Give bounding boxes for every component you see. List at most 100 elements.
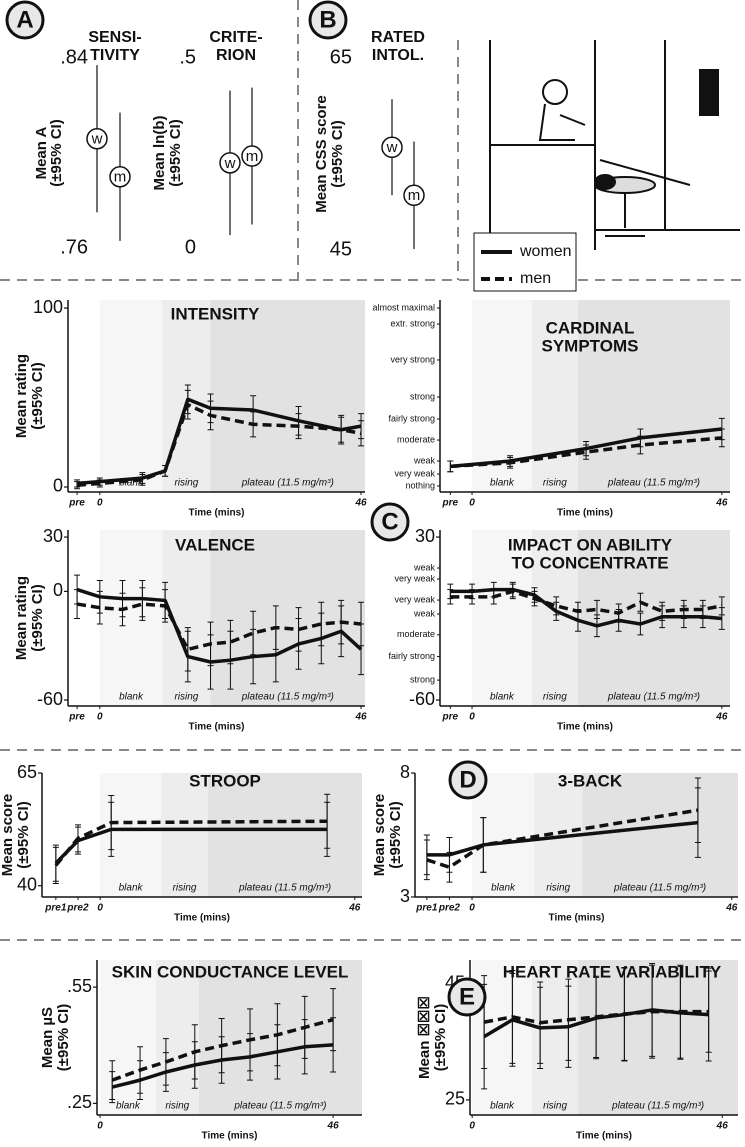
region-label: rising	[543, 692, 567, 703]
y-tick-label: 8	[400, 762, 410, 782]
y-axis-label: Mean CSS score	[313, 95, 330, 213]
y-category-label: fairly strong	[388, 413, 435, 423]
panel-badge	[447, 977, 487, 1017]
x-tick-label: pre	[68, 498, 85, 509]
x-axis-label: Time (mins)	[202, 1131, 258, 1142]
y-tick-label: .84	[60, 46, 88, 68]
chart-title: HEART RATE VARIABILITY	[503, 962, 722, 981]
y-category-label: strong	[410, 674, 435, 684]
x-tick-label: pre	[68, 712, 85, 723]
y-tick-label: 0	[53, 580, 63, 600]
series-line	[76, 587, 363, 664]
chart-title: INTENSITY	[171, 304, 260, 323]
chart-title: STROOP	[189, 771, 261, 790]
region	[99, 530, 163, 706]
region-label: plateau (11.5 mg/m³)	[241, 478, 334, 489]
marker-label: w	[386, 139, 398, 156]
marker	[219, 152, 241, 174]
region	[161, 773, 209, 897]
region	[155, 960, 199, 1115]
chart-title: IMPACT ON ABILITY	[508, 535, 673, 554]
y-axis-label: Mean µS	[39, 1007, 56, 1068]
marker-label: w	[224, 155, 236, 172]
series-line	[76, 402, 362, 487]
x-tick-label: pre1	[44, 903, 67, 914]
separators	[0, 0, 745, 941]
region	[100, 773, 162, 897]
region-label: rising	[546, 883, 570, 894]
panel-badge	[448, 760, 488, 800]
marker-label: m	[114, 169, 127, 186]
region-label: blank	[119, 692, 144, 703]
y-tick-label: .5	[179, 46, 196, 68]
illustration	[489, 40, 740, 250]
series-line	[54, 819, 328, 867]
y-tick-label: -60	[409, 689, 435, 709]
x-axis-label: Time (mins)	[557, 722, 613, 733]
x-axis-label: Time (mins)	[189, 722, 245, 733]
x-tick-label: 46	[715, 712, 728, 723]
y-axis-label: (±95% CI)	[48, 119, 65, 186]
region-label: rising	[543, 1101, 567, 1112]
y-category-label: weak	[413, 608, 436, 618]
panel-label: A	[16, 6, 33, 33]
series-line	[483, 1009, 709, 1025]
y-tick-label: 100	[33, 297, 63, 317]
y-axis-label: Mean score	[0, 794, 16, 877]
series-line	[426, 820, 699, 857]
x-tick-label: 0	[97, 1121, 103, 1132]
chart-title: SENSI-	[88, 29, 141, 46]
y-axis-label: (±95% CI)	[167, 119, 184, 186]
y-axis-label: (±95% CI)	[329, 120, 346, 187]
chart-title: TO CONCENTRATE	[511, 553, 668, 572]
x-axis-label: Time (mins)	[174, 913, 230, 924]
chart-title: CARDINAL	[546, 318, 635, 337]
region-label: plateau (11.5 mg/m³)	[611, 1101, 704, 1112]
y-axis-label: (±95% CI)	[29, 362, 46, 429]
region-label: plateau (11.5 mg/m³)	[607, 478, 700, 489]
y-tick-label: .55	[67, 976, 92, 996]
region-label: rising	[173, 883, 197, 894]
region-label: rising	[165, 1101, 189, 1112]
x-tick-label: 0	[97, 903, 103, 914]
region-label: rising	[174, 478, 198, 489]
error-bar	[184, 627, 191, 672]
region-label: plateau (11.5 mg/m³)	[613, 883, 706, 894]
series-line	[450, 436, 723, 469]
error-bar	[139, 587, 146, 621]
region-label: plateau (11.5 mg/m³)	[233, 1101, 326, 1112]
error-bar	[447, 460, 454, 473]
x-tick-label: 46	[354, 712, 367, 723]
region	[210, 300, 365, 492]
region-label: plateau (11.5 mg/m³)	[238, 883, 331, 894]
error-bar	[423, 839, 430, 881]
legend-box	[473, 232, 577, 292]
region	[472, 530, 532, 706]
region-label: blank	[119, 883, 144, 894]
y-category-label: very weak	[394, 468, 435, 478]
y-tick-label: 65	[330, 46, 352, 68]
region	[582, 773, 738, 897]
y-tick-label: 0	[185, 236, 196, 258]
error-bar	[358, 420, 365, 447]
x-tick-label: 46	[725, 903, 738, 914]
marker	[241, 145, 263, 167]
series-line	[426, 808, 699, 869]
x-tick-label: pre	[442, 712, 459, 723]
marker-label: m	[408, 187, 421, 204]
region	[578, 960, 738, 1115]
region	[198, 960, 362, 1115]
x-tick-label: 46	[715, 498, 728, 509]
x-tick-label: 46	[327, 1121, 340, 1132]
region-label: rising	[543, 478, 567, 489]
series-line	[450, 589, 723, 615]
region	[577, 300, 730, 492]
x-tick-label: pre	[442, 498, 459, 509]
error-bar	[446, 851, 453, 883]
panel-badge	[308, 0, 348, 40]
y-category-label: weak	[413, 562, 436, 572]
x-axis-label: Time (mins)	[549, 913, 605, 924]
y-category-label: nothing	[405, 480, 435, 490]
y-category-label: very weak	[394, 573, 435, 583]
